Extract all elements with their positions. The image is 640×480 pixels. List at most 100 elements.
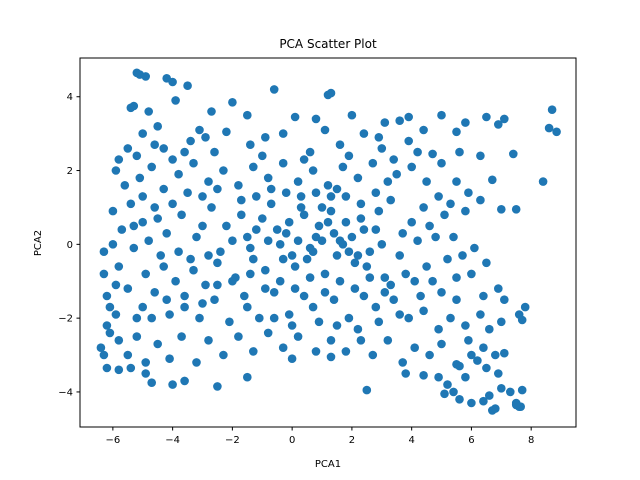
plot-frame <box>79 57 577 428</box>
scatter-point <box>186 254 195 264</box>
scatter-point <box>329 229 339 238</box>
scatter-point <box>281 229 291 238</box>
points-layer <box>96 68 561 415</box>
chart-title: PCA Scatter Plot <box>279 37 377 51</box>
scatter-point <box>517 385 527 395</box>
scatter-point <box>350 258 360 268</box>
scatter-point <box>509 149 518 159</box>
scatter-point <box>452 295 461 305</box>
scatter-point <box>332 184 342 194</box>
x-tick-label: 2 <box>349 435 355 446</box>
scatter-point <box>500 295 509 305</box>
scatter-point <box>422 177 431 186</box>
scatter-point <box>437 288 446 297</box>
scatter-point <box>234 332 243 341</box>
scatter-point <box>123 350 133 360</box>
scatter-point <box>189 265 198 275</box>
scatter-point <box>443 254 452 264</box>
scatter-point <box>207 107 216 116</box>
scatter-point <box>446 313 455 323</box>
scatter-point <box>344 313 354 323</box>
scatter-point <box>308 302 318 312</box>
scatter-point <box>467 350 476 360</box>
scatter-point <box>332 251 342 260</box>
scatter-point <box>437 110 446 120</box>
scatter-point <box>547 105 557 114</box>
scatter-point <box>482 112 491 122</box>
scatter-point <box>305 147 315 157</box>
scatter-point <box>138 192 147 201</box>
scatter-point <box>287 321 297 330</box>
scatter-point <box>204 177 213 186</box>
scatter-point <box>461 372 470 382</box>
scatter-point <box>189 158 198 168</box>
scatter-point <box>362 262 372 271</box>
scatter-point <box>347 232 357 242</box>
scatter-point <box>243 302 252 312</box>
scatter-point <box>344 151 354 161</box>
scatter-point <box>374 206 384 216</box>
scatter-point <box>153 122 162 131</box>
scatter-point <box>105 328 115 338</box>
scatter-point <box>246 269 255 279</box>
x-axis-label: PCA1 <box>315 459 341 470</box>
scatter-point <box>374 317 384 327</box>
x-tick-label: 6 <box>468 435 474 446</box>
scatter-point <box>219 166 228 175</box>
scatter-point <box>335 140 345 149</box>
scatter-point <box>413 147 422 157</box>
scatter-point <box>293 236 303 245</box>
y-axis-label: PCA2 <box>33 230 44 256</box>
scatter-point <box>141 369 150 378</box>
scatter-point <box>552 127 561 137</box>
scatter-point <box>341 217 351 227</box>
scatter-point <box>180 376 189 386</box>
scatter-point <box>258 151 267 161</box>
scatter-point <box>449 387 458 397</box>
scatter-point <box>320 269 330 279</box>
scatter-point <box>482 258 491 268</box>
scatter-point <box>246 243 255 253</box>
scatter-point <box>228 98 237 107</box>
scatter-point <box>261 133 270 142</box>
scatter-point <box>419 125 428 135</box>
scatter-point <box>461 321 470 330</box>
scatter-point <box>392 169 402 179</box>
scatter-point <box>485 391 494 400</box>
y-axis: −4 −2 0 2 4 <box>58 92 80 398</box>
scatter-point <box>452 177 461 186</box>
scatter-point <box>174 247 183 256</box>
scatter-point <box>162 295 171 305</box>
scatter-point <box>168 199 177 209</box>
scatter-point <box>144 236 153 245</box>
scatter-point <box>207 203 216 212</box>
scatter-point <box>398 358 408 367</box>
scatter-point <box>311 347 321 356</box>
scatter-point <box>395 310 405 319</box>
scatter-point <box>129 221 139 231</box>
scatter-point <box>287 251 297 260</box>
scatter-point <box>269 313 279 323</box>
scatter-point <box>126 103 136 113</box>
scatter-point <box>479 343 488 353</box>
scatter-point <box>293 332 303 341</box>
scatter-point <box>356 336 366 345</box>
scatter-point <box>290 262 300 271</box>
scatter-point <box>422 262 431 271</box>
scatter-point <box>410 276 420 286</box>
scatter-point <box>198 299 207 308</box>
scatter-point <box>332 321 342 330</box>
scatter-point <box>159 184 168 194</box>
scatter-point <box>347 110 357 120</box>
scatter-point <box>213 280 222 290</box>
scatter-point <box>150 140 159 149</box>
scatter-point <box>299 291 309 301</box>
scatter-point <box>177 210 186 220</box>
scatter-point <box>249 347 258 356</box>
scatter-point <box>452 360 461 369</box>
scatter-point <box>395 251 405 260</box>
scatter-point <box>386 280 396 290</box>
scatter-point <box>290 112 300 122</box>
scatter-point <box>320 288 330 297</box>
scatter-point <box>180 147 189 157</box>
